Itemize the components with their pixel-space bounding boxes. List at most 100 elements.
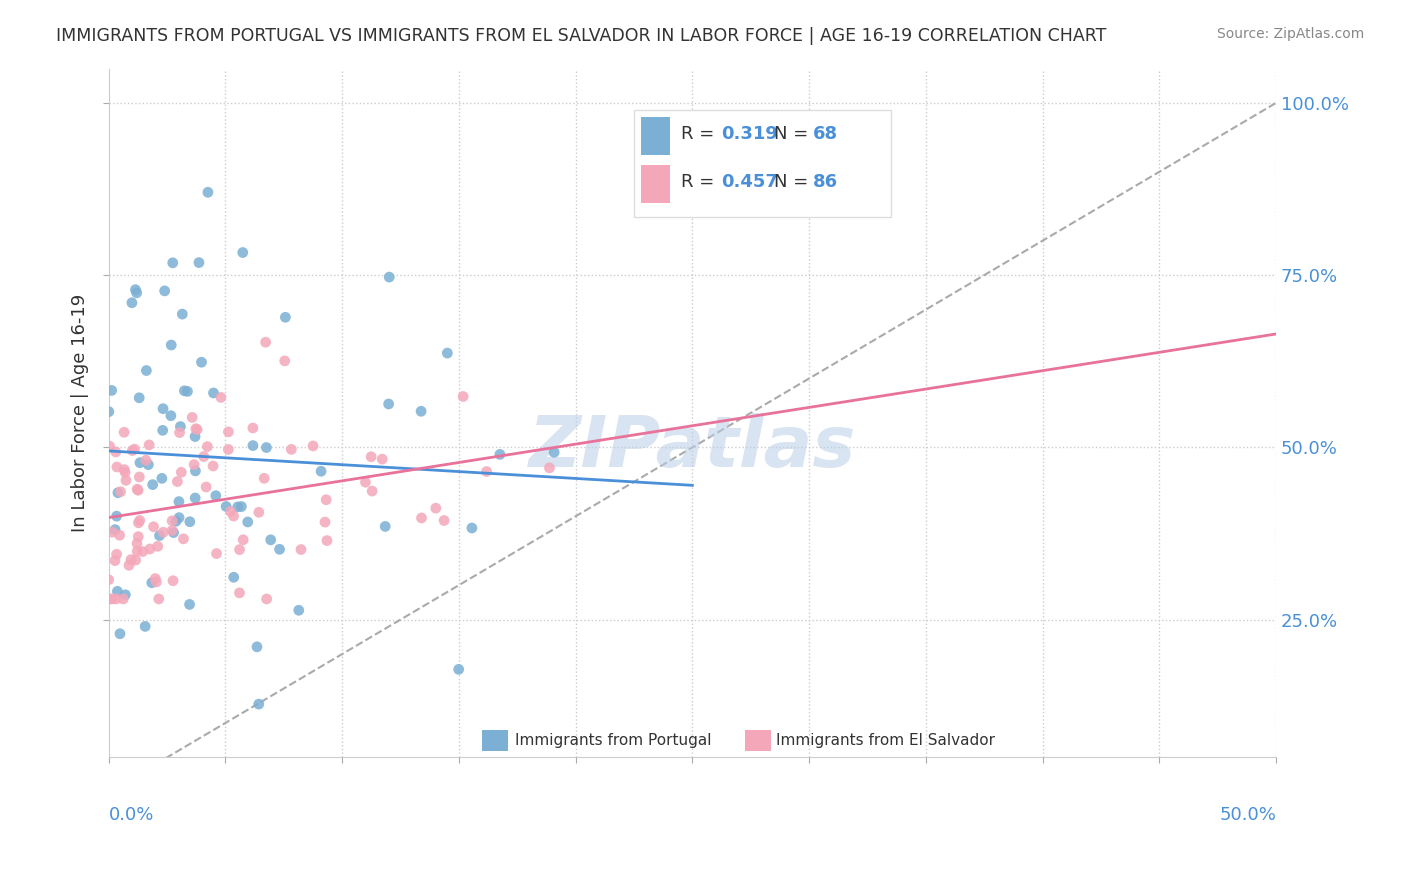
FancyBboxPatch shape [641,117,671,154]
Point [165,514,187,528]
Point [98,591,121,606]
Point [202,386,225,401]
Point [236,515,259,529]
Point [166,475,188,489]
Text: N =: N = [775,125,814,143]
Point [247,505,270,519]
Point [489,447,512,461]
FancyBboxPatch shape [482,730,508,750]
Point [167,494,190,508]
Point [97,573,120,587]
Point [183,458,205,472]
Point [152,423,174,437]
Point [142,520,165,534]
Point [112,425,135,440]
Point [127,482,149,496]
Point [135,453,157,467]
Point [543,445,565,459]
Point [222,570,245,584]
Point [132,544,155,558]
Point [108,626,131,640]
Point [112,462,135,476]
Point [127,483,149,498]
Point [143,572,166,586]
Point [134,619,156,633]
Point [205,547,228,561]
Point [148,591,170,606]
Text: 68: 68 [813,125,838,143]
Point [232,533,254,547]
Point [316,533,339,548]
Point [121,443,143,458]
Point [152,401,174,416]
Point [436,346,458,360]
Point [190,355,212,369]
Text: N =: N = [775,173,814,191]
Point [354,475,377,490]
Point [97,405,120,419]
Point [107,584,129,599]
Text: 50.0%: 50.0% [1219,805,1277,823]
Point [141,575,163,590]
Point [160,524,183,538]
Point [475,465,498,479]
Point [425,501,447,516]
Text: IMMIGRANTS FROM PORTUGAL VS IMMIGRANTS FROM EL SALVADOR IN LABOR FORCE | AGE 16-: IMMIGRANTS FROM PORTUGAL VS IMMIGRANTS F… [56,27,1107,45]
Point [170,465,193,479]
Point [179,598,201,612]
Point [246,640,269,654]
Text: 0.0%: 0.0% [108,805,155,823]
Point [231,500,253,514]
Point [274,310,297,325]
Point [361,483,384,498]
Point [142,477,165,491]
Point [115,473,138,487]
Point [274,354,297,368]
Point [152,525,174,540]
FancyBboxPatch shape [641,165,671,202]
Point [360,450,382,464]
Text: R =: R = [681,173,720,191]
Point [162,574,184,588]
Point [374,519,396,533]
Point [153,284,176,298]
Point [260,533,283,547]
Point [107,485,129,500]
Point [254,441,277,455]
Point [461,521,484,535]
Point [125,536,148,550]
Point [187,255,209,269]
FancyBboxPatch shape [634,110,891,217]
Point [138,438,160,452]
Point [242,439,264,453]
Point [179,515,201,529]
Point [217,442,239,457]
Text: Source: ZipAtlas.com: Source: ZipAtlas.com [1216,27,1364,41]
Point [184,429,207,443]
Point [314,515,336,529]
Point [209,391,232,405]
Point [114,466,136,480]
Point [127,516,149,530]
Text: Immigrants from Portugal: Immigrants from Portugal [515,732,711,747]
Point [98,439,121,453]
Point [256,591,278,606]
Point [184,491,207,505]
Point [309,464,332,478]
Point [108,528,131,542]
Y-axis label: In Labor Force | Age 16-19: In Labor Force | Age 16-19 [72,293,89,533]
Point [110,484,132,499]
Point [100,384,122,398]
Point [124,283,146,297]
Point [120,552,142,566]
Point [184,464,207,478]
Point [101,591,124,606]
Point [127,544,149,558]
Point [135,363,157,377]
Point [204,489,226,503]
Point [124,442,146,457]
Point [127,530,149,544]
Point [447,662,470,676]
Point [172,532,194,546]
Point [160,338,183,352]
